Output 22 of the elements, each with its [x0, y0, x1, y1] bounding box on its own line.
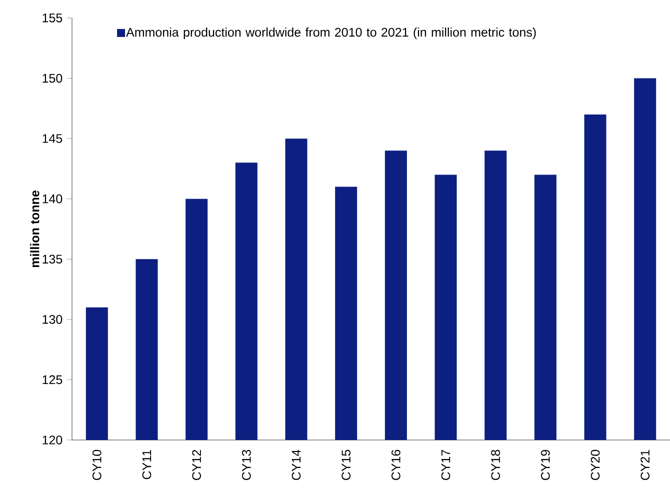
- x-tick-label: CY16: [391, 450, 400, 480]
- y-tick-label: 140: [42, 194, 62, 204]
- x-tick-label: CY12: [192, 450, 202, 480]
- y-tick-label: 135: [42, 254, 62, 264]
- x-tick-label: CY19: [540, 450, 550, 480]
- x-tick-label: CY17: [441, 450, 450, 480]
- x-tick-label: CY20: [590, 450, 600, 480]
- x-tick-label: CY21: [640, 450, 650, 480]
- x-tick-label: CY10: [92, 450, 102, 480]
- y-tick-label: 150: [42, 74, 62, 83]
- y-tick-label: 130: [42, 314, 62, 324]
- y-axis-title: million tonne: [30, 190, 40, 268]
- x-tick-label: CY18: [491, 450, 500, 480]
- y-tick-label: 155: [42, 14, 62, 22]
- x-tick-label: CY14: [292, 450, 301, 480]
- y-tick-label: 145: [42, 134, 62, 143]
- y-tick-label: 120: [42, 436, 62, 444]
- x-tick-label: CY11: [142, 450, 152, 480]
- y-tick-label: 125: [42, 375, 62, 384]
- legend-label: Ammonia production worldwide from 2010 to 2021 (in million metric tons): [126, 28, 536, 40]
- x-tick-label: CY15: [342, 450, 351, 480]
- x-tick-label: CY13: [242, 450, 251, 480]
